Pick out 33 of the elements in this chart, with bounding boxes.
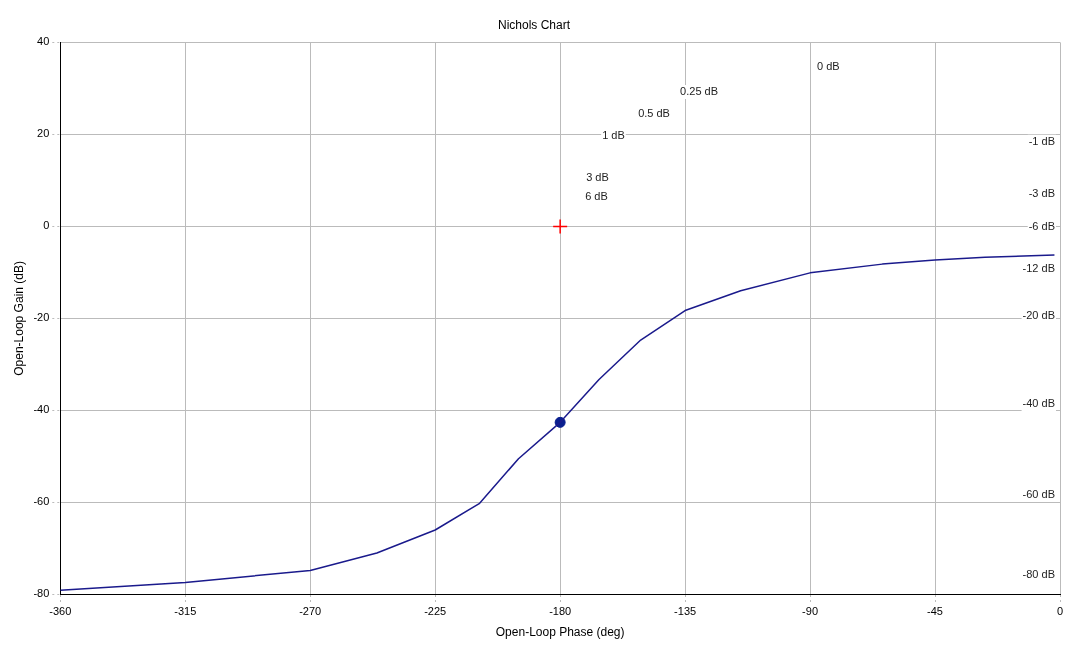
annotation: -20 dB [1022,308,1055,321]
x-tick-label: -360 [49,605,72,618]
x-tick-label: -45 [927,605,943,618]
x-axis-title: Open-Loop Phase (deg) [495,625,625,640]
x-tick-label: -225 [424,605,447,618]
annotation: -40 dB [1022,396,1055,409]
annotation: 0 dB [817,60,840,73]
y-tick-label: 0 [43,219,50,232]
x-tick-label: -270 [299,605,322,618]
y-tick-label: -40 [33,403,50,416]
x-tick-label: -315 [174,605,197,618]
x-tick-label: -90 [802,605,819,618]
annotation: 3 dB [586,170,609,183]
y-tick-label: 20 [37,127,50,140]
x-tick-label: -135 [674,605,697,618]
annotation: 0.5 dB [638,107,670,120]
annotation: -3 dB [1028,187,1055,200]
annotation: 1 dB [602,129,625,142]
annotation: -6 dB [1028,220,1055,233]
chart-title: Nichols Chart [497,17,571,32]
x-tick-label: 0 [1056,605,1064,618]
annotation: 6 dB [585,189,608,202]
annotation: -12 dB [1022,261,1055,274]
y-tick-label: -20 [33,311,50,324]
x-tick-label: -180 [549,605,572,618]
annotation: 0.25 dB [680,85,719,98]
annotation: -60 dB [1022,488,1055,501]
y-axis-title: Open-Loop Gain (dB) [11,261,26,376]
y-tick-label: -60 [33,495,50,508]
annotation: -80 dB [1022,568,1055,581]
y-tick-label: -80 [33,587,50,600]
annotation: -1 dB [1028,134,1055,147]
y-tick-label: 40 [37,35,50,48]
